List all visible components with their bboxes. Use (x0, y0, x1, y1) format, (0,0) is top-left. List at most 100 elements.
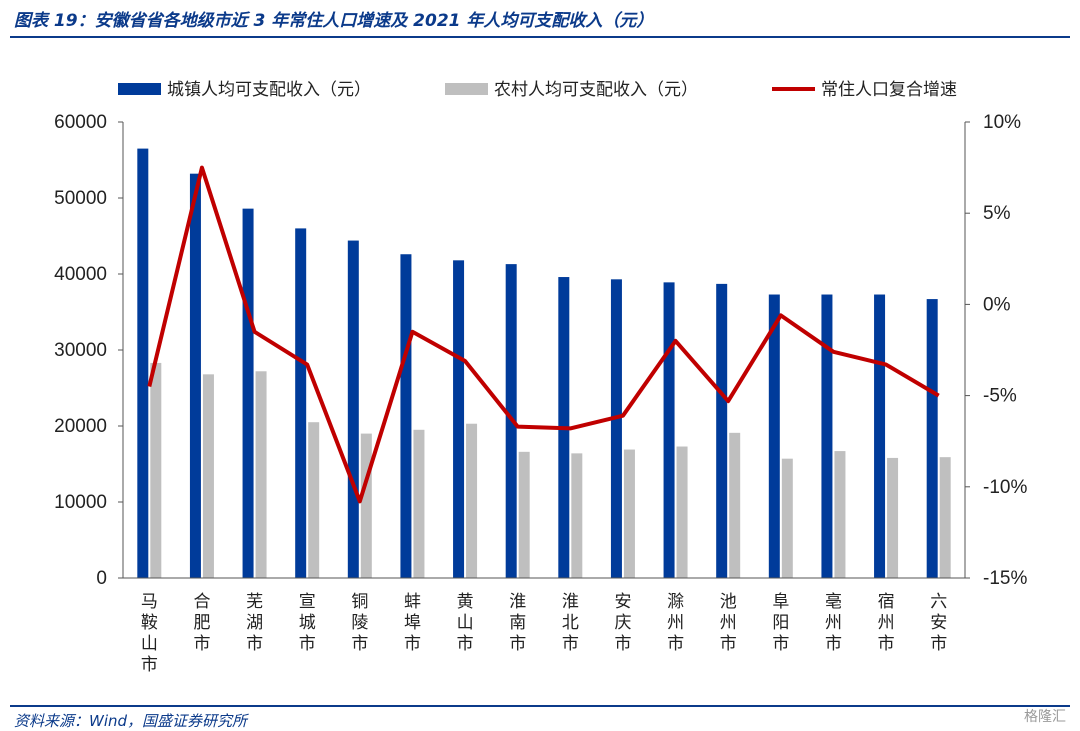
left-tick-label: 10000 (54, 492, 107, 513)
urban-income-bar (664, 282, 675, 578)
x-axis: 马鞍山市合肥市芜湖市宣城市铜陵市蚌埠市黄山市淮南市淮北市安庆市滁州市池州市阜阳市… (123, 578, 965, 675)
category-label: 山 (457, 613, 474, 633)
category-label: 山 (141, 634, 158, 654)
category-label: 北 (562, 613, 579, 633)
left-tick-label: 50000 (54, 188, 107, 209)
legend-label: 城镇人均可支配收入（元） (167, 80, 371, 100)
rural-income-bar (256, 371, 267, 578)
category-label: 肥 (193, 613, 210, 633)
category-label: 州 (825, 613, 842, 633)
category-label: 州 (720, 613, 737, 633)
category-label: 州 (667, 613, 684, 633)
category-label: 南 (509, 613, 526, 633)
category-label: 庆 (614, 613, 631, 633)
category-label: 市 (878, 634, 895, 654)
category-label: 市 (772, 634, 789, 654)
category-label: 阜 (772, 592, 789, 612)
category-label: 滁 (667, 592, 684, 612)
rural-income-bar (940, 457, 951, 578)
category-label: 市 (509, 634, 526, 654)
category-label: 亳 (825, 592, 842, 612)
category-label: 宿 (878, 592, 895, 612)
category-label: 市 (667, 634, 684, 654)
category-label: 市 (299, 634, 316, 654)
rural-income-bar (308, 422, 319, 578)
category-label: 埠 (404, 613, 421, 633)
category-label: 市 (141, 655, 158, 675)
category-label: 阳 (772, 613, 789, 633)
legend-label: 常住人口复合增速 (821, 80, 957, 100)
legend: 城镇人均可支配收入（元）农村人均可支配收入（元）常住人口复合增速 (118, 80, 957, 100)
source-note: 资料来源：Wind，国盛证券研究所 (14, 710, 247, 731)
category-label: 蚌 (404, 592, 421, 612)
rural-income-bar (782, 459, 793, 578)
rural-income-bar (203, 374, 214, 578)
category-label: 市 (246, 634, 263, 654)
left-y-axis: 0 10000 20000 30000 40000 50000 60000 (54, 112, 123, 589)
urban-income-bar (716, 284, 727, 578)
urban-income-bar (927, 299, 938, 578)
growth-line-path (149, 168, 938, 502)
urban-income-bar (190, 174, 201, 578)
right-tick-label: -15% (983, 568, 1027, 589)
category-label: 市 (825, 634, 842, 654)
category-label: 湖 (246, 613, 263, 633)
left-tick-label: 40000 (54, 264, 107, 285)
urban-income-bar (137, 149, 148, 578)
rural-income-bar (466, 424, 477, 578)
rural-income-bar (519, 452, 530, 578)
urban-income-bar (874, 295, 885, 578)
left-tick-label: 60000 (54, 112, 107, 133)
category-label: 市 (614, 634, 631, 654)
category-label: 铜 (351, 592, 368, 612)
rural-income-bar (571, 453, 582, 578)
category-label: 市 (562, 634, 579, 654)
rural-income-bar (624, 450, 635, 578)
urban-income-bar (821, 295, 832, 578)
rural-income-bar (834, 451, 845, 578)
right-tick-label: -10% (983, 477, 1027, 498)
urban-income-bar (611, 279, 622, 578)
rural-income-bar (150, 363, 161, 578)
right-tick-label: 5% (983, 203, 1011, 224)
legend-swatch (445, 83, 488, 95)
category-label: 黄 (457, 592, 474, 612)
watermark-logo: 格隆汇 (1024, 706, 1066, 726)
category-label: 市 (720, 634, 737, 654)
urban-income-bar (243, 209, 254, 578)
category-label: 陵 (351, 613, 368, 633)
category-label: 市 (404, 634, 421, 654)
left-tick-label: 0 (96, 568, 107, 589)
footer-divider (10, 705, 1070, 707)
category-label: 城 (299, 613, 316, 633)
left-tick-label: 30000 (54, 340, 107, 361)
left-tick-label: 20000 (54, 416, 107, 437)
rural-income-bar (413, 430, 424, 578)
right-tick-label: 10% (983, 112, 1021, 133)
rural-income-bar (729, 433, 740, 578)
right-y-axis: -15% -10% -5% 0% 5% 10% (965, 112, 1027, 589)
category-label: 市 (351, 634, 368, 654)
category-label: 芜 (246, 592, 263, 612)
urban-income-bar (769, 295, 780, 578)
chart: 城镇人均可支配收入（元）农村人均可支配收入（元）常住人口复合增速 0 10000 2… (0, 0, 1080, 700)
category-label: 安 (930, 613, 947, 633)
rural-income-bar (361, 434, 372, 578)
urban-income-bar (400, 254, 411, 578)
category-label: 州 (878, 613, 895, 633)
rural-income-bar (677, 447, 688, 578)
category-label: 鞍 (141, 613, 158, 633)
growth-line (149, 168, 939, 502)
urban-income-bar (453, 260, 464, 578)
category-label: 安 (614, 592, 631, 612)
urban-income-bar (295, 228, 306, 578)
category-label: 市 (930, 634, 947, 654)
right-tick-label: 0% (983, 294, 1011, 315)
category-label: 宣 (299, 592, 316, 612)
right-tick-label: -5% (983, 386, 1017, 407)
bars (137, 149, 950, 578)
category-label: 马 (141, 592, 158, 612)
category-label: 池 (720, 592, 737, 612)
urban-income-bar (348, 241, 359, 578)
rural-income-bar (887, 458, 898, 578)
